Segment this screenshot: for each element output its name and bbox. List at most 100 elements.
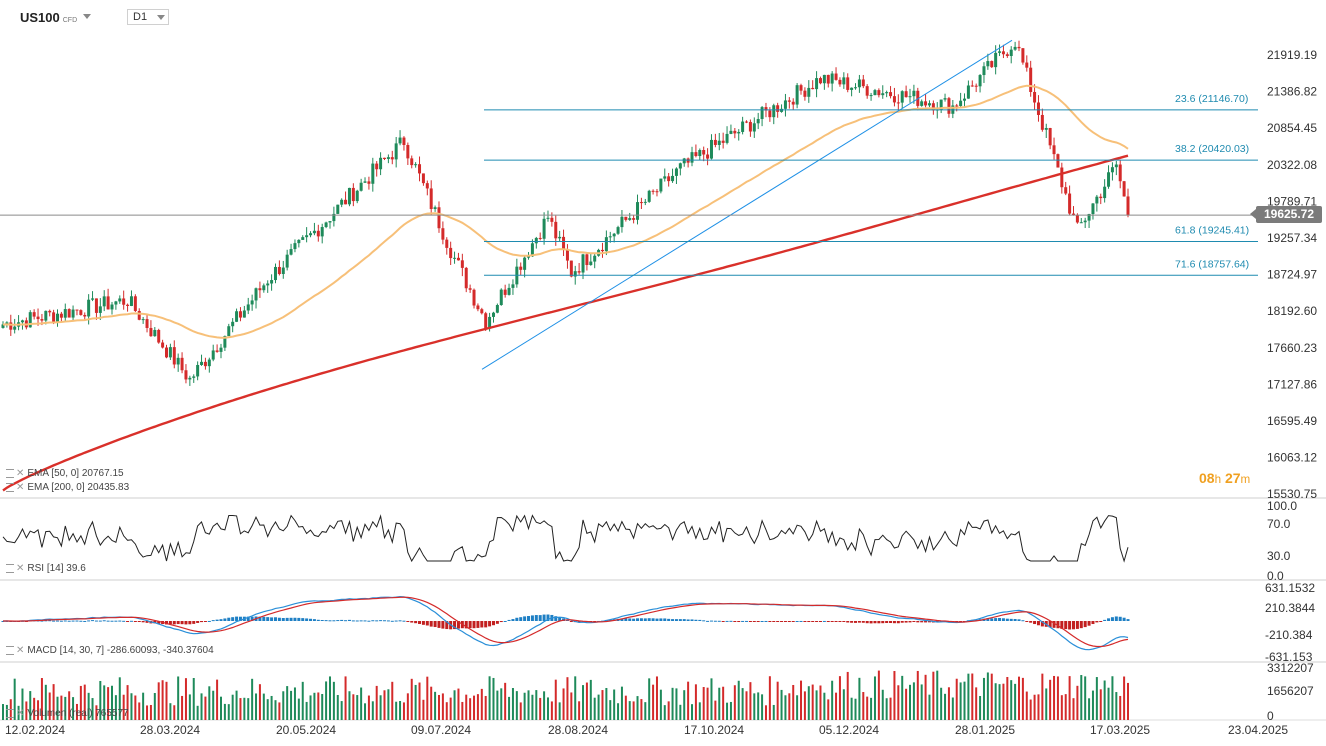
volume-bar	[107, 687, 110, 720]
candle-body	[491, 312, 495, 317]
ema50-line	[2, 84, 1129, 339]
candle-body	[600, 249, 604, 252]
macd-hist-bar	[608, 619, 612, 621]
price-axis-label: 17127.86	[1267, 377, 1317, 391]
volume-bar	[535, 690, 538, 720]
candle-body	[499, 289, 503, 306]
candle-body	[881, 93, 885, 96]
date-axis-label: 17.03.2025	[1090, 723, 1150, 737]
candle-body	[433, 207, 437, 210]
volume-bar	[445, 702, 448, 720]
candle-body	[612, 233, 616, 237]
candle-body	[671, 175, 675, 182]
volume-bar	[640, 699, 643, 720]
volume-bar	[165, 681, 168, 720]
candle-body	[449, 247, 453, 259]
macd-hist-bar	[877, 621, 881, 624]
close-icon[interactable]: ✕	[16, 468, 25, 479]
macd-hist-bar	[865, 621, 869, 624]
close-icon[interactable]: ✕	[16, 563, 25, 574]
candle-body	[702, 150, 706, 155]
volume-bar	[776, 681, 779, 720]
macd-hist-bar	[63, 620, 67, 622]
candle-body	[674, 168, 678, 176]
macd-hist-bar	[511, 619, 515, 621]
candle-body	[137, 310, 141, 320]
candle-body	[795, 85, 799, 105]
menu-icon[interactable]	[6, 645, 14, 655]
macd-hist-bar	[336, 620, 340, 622]
volume-axis-label: 3312207	[1267, 661, 1314, 675]
price-axis-label: 20854.45	[1267, 121, 1317, 135]
candle-body	[133, 296, 137, 311]
volume-bar	[223, 703, 226, 720]
volume-bar	[114, 695, 117, 720]
macd-hist-bar	[215, 619, 219, 621]
macd-label: MACD [14, 30, 7] -286.60093, -340.37604	[27, 645, 214, 656]
symbol-selector[interactable]: US100 CFD	[20, 10, 77, 25]
candle-body	[126, 304, 130, 306]
candle-body	[59, 313, 63, 318]
macd-hist-bar	[277, 617, 281, 621]
macd-hist-bar	[764, 620, 768, 622]
candle-body	[328, 221, 332, 223]
volume-bar	[909, 684, 912, 720]
volume-bar	[788, 693, 791, 720]
candle-body	[476, 305, 480, 310]
volume-bar	[531, 694, 534, 720]
volume-bar	[239, 698, 242, 720]
candle-body	[573, 271, 577, 277]
volume-bar	[726, 702, 729, 720]
candle-body	[28, 312, 32, 328]
volume-bar	[714, 700, 717, 720]
candle-body	[227, 326, 231, 337]
candle-body	[414, 164, 418, 166]
macd-signal-line	[3, 596, 1129, 648]
candle-body	[565, 249, 569, 261]
candle-body	[1056, 154, 1060, 168]
candle-body	[223, 336, 227, 348]
macd-hist-bar	[491, 621, 495, 626]
candle-body	[1013, 46, 1017, 50]
candle-body	[145, 319, 149, 328]
candle-body	[698, 150, 702, 157]
volume-bar	[87, 692, 90, 720]
legend-rsi[interactable]: ✕ RSI [14] 39.6	[6, 563, 86, 574]
macd-hist-bar	[1033, 621, 1037, 625]
menu-icon[interactable]	[6, 468, 14, 478]
macd-hist-bar	[488, 621, 492, 627]
menu-icon[interactable]	[6, 708, 14, 718]
close-icon[interactable]: ✕	[16, 645, 25, 656]
volume-bar	[1111, 676, 1114, 720]
close-icon[interactable]: ✕	[16, 708, 25, 719]
macd-hist-bar	[145, 621, 149, 623]
macd-hist-bar	[854, 621, 858, 623]
volume-bar	[317, 692, 320, 720]
volume-bar	[21, 688, 24, 720]
close-icon[interactable]: ✕	[16, 482, 25, 493]
macd-hist-bar	[227, 617, 231, 621]
legend-macd[interactable]: ✕ MACD [14, 30, 7] -286.60093, -340.37604	[6, 645, 214, 656]
macd-hist-bar	[196, 621, 200, 623]
candle-body	[495, 305, 499, 313]
price-axis-label: 18724.97	[1267, 268, 1317, 282]
legend-volume[interactable]: ✕ Volumen (real) 765577	[6, 708, 129, 719]
candle-body	[955, 105, 959, 107]
menu-icon[interactable]	[6, 563, 14, 573]
menu-icon[interactable]	[6, 482, 14, 492]
macd-hist-bar	[620, 618, 624, 621]
legend-ema200[interactable]: ✕ EMA [200, 0] 20435.83	[6, 482, 129, 493]
macd-hist-bar	[1083, 621, 1087, 628]
chevron-down-icon[interactable]	[83, 14, 91, 19]
macd-hist-bar	[347, 619, 351, 621]
volume-bar	[37, 700, 40, 720]
volume-bar	[1080, 675, 1083, 720]
timeframe-select[interactable]: D1	[127, 9, 169, 25]
macd-hist-bar	[846, 621, 850, 623]
volume-bar	[784, 695, 787, 720]
macd-hist-bar	[59, 620, 63, 622]
candle-body	[1048, 127, 1052, 146]
legend-ema50[interactable]: ✕ EMA [50, 0] 20767.15	[6, 468, 124, 479]
macd-hist-bar	[122, 620, 126, 622]
